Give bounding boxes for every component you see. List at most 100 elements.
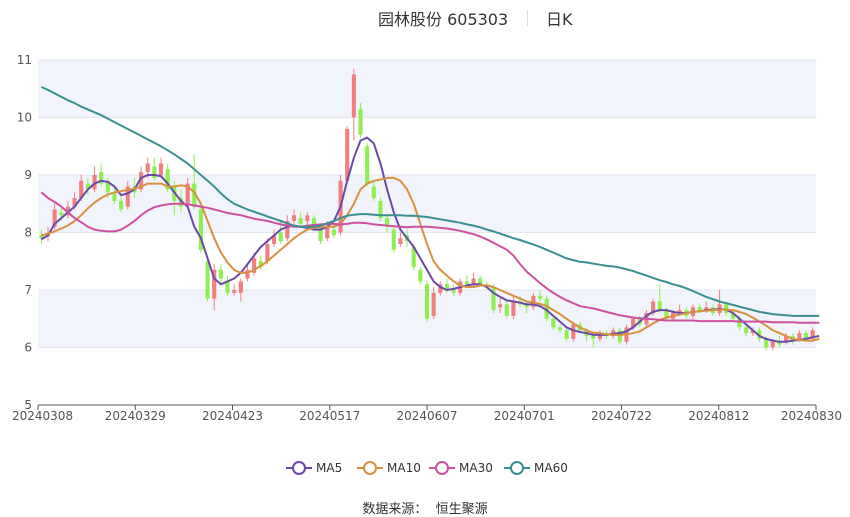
x-tick-label: 20240517 — [299, 409, 360, 423]
candle — [651, 301, 656, 313]
candle — [511, 301, 516, 316]
candle — [524, 304, 529, 308]
y-axis-ticks: 5 6 7 8 9 10 11 — [17, 53, 32, 412]
x-tick-label: 20240423 — [202, 409, 263, 423]
candle — [158, 163, 164, 175]
legend-item-ma60[interactable]: MA60 — [504, 459, 568, 477]
candle — [551, 318, 556, 328]
candle — [664, 310, 669, 319]
candle — [591, 336, 596, 339]
ma-line-ma60 — [40, 86, 820, 317]
candle — [252, 258, 257, 273]
candle — [803, 333, 809, 339]
x-tick-label: 20240308 — [12, 409, 73, 423]
candle — [451, 290, 456, 293]
candle — [424, 284, 430, 319]
candle — [238, 281, 243, 293]
candle — [192, 183, 197, 207]
legend-marker — [357, 461, 383, 475]
candle — [697, 307, 702, 311]
candle — [325, 226, 330, 239]
candle — [318, 226, 323, 242]
candle — [764, 338, 769, 348]
candle — [52, 209, 57, 227]
candle — [311, 218, 317, 227]
candle — [597, 333, 602, 339]
y-tick-label: 6 — [24, 341, 32, 355]
candle — [265, 244, 270, 262]
x-tick-label: 20240329 — [105, 409, 166, 423]
y-tick-label: 7 — [24, 283, 32, 297]
candle — [291, 215, 297, 221]
candlestick-chart: 5 6 7 8 9 10 11 20240308 20240329 20240423 202405… — [12, 53, 842, 423]
candle — [278, 232, 283, 242]
candle — [39, 235, 44, 239]
candle — [677, 310, 682, 313]
candle — [478, 278, 483, 285]
candle — [385, 218, 390, 227]
candle — [298, 218, 303, 224]
candle — [810, 330, 815, 339]
data-source-value: 恒生聚源 — [435, 502, 488, 517]
legend-item-ma30[interactable]: MA30 — [429, 459, 493, 477]
candle — [139, 172, 144, 190]
chart-title-row: 园林股份 605303 日K — [0, 6, 850, 29]
x-tick-label: 20240812 — [688, 409, 749, 423]
legend-item-ma5[interactable]: MA5 — [286, 459, 342, 477]
candle — [205, 261, 210, 299]
candle — [305, 215, 310, 221]
candle — [331, 229, 336, 236]
candle — [212, 269, 217, 299]
candle — [704, 307, 709, 311]
legend-marker — [504, 461, 530, 475]
y-tick-label: 9 — [24, 168, 32, 182]
candle — [617, 330, 622, 342]
candle — [92, 175, 97, 190]
candle — [225, 281, 230, 293]
candle — [198, 209, 203, 250]
y-tick-label: 8 — [24, 226, 32, 240]
candle — [557, 327, 563, 331]
candle — [498, 304, 503, 308]
candle — [112, 192, 117, 201]
legend-marker — [429, 461, 455, 475]
candle — [737, 318, 742, 328]
candle — [491, 287, 496, 311]
candle — [757, 330, 762, 339]
candle — [418, 269, 423, 282]
candle — [444, 284, 450, 290]
candle — [351, 74, 356, 118]
candle — [657, 301, 662, 311]
candle — [537, 295, 543, 299]
candle — [784, 336, 789, 342]
candle — [125, 186, 130, 207]
data-source: 数据来源： 恒生聚源 — [0, 498, 850, 517]
candle — [59, 212, 64, 216]
candle — [218, 269, 223, 279]
candle — [185, 183, 190, 204]
candle — [744, 327, 749, 334]
legend-label: MA60 — [534, 461, 568, 475]
legend-item-ma10[interactable]: MA10 — [357, 459, 421, 477]
candle — [165, 169, 170, 190]
legend: MA5 MA10 MA30 MA60 — [0, 459, 850, 477]
moving-average-lines — [40, 86, 820, 343]
candle — [119, 200, 124, 210]
chart-period: 日K — [546, 10, 573, 29]
candle — [631, 318, 636, 328]
candle — [438, 284, 443, 293]
candle — [464, 281, 469, 285]
candle — [99, 172, 104, 184]
candle — [564, 330, 569, 339]
candle — [85, 183, 90, 190]
candle — [770, 341, 775, 348]
x-tick-label: 20240607 — [396, 409, 457, 423]
candle — [571, 324, 576, 339]
candle — [431, 292, 436, 316]
candle — [345, 129, 350, 181]
y-tick-label: 10 — [17, 111, 32, 125]
candle — [72, 198, 77, 207]
candle — [79, 180, 84, 198]
candle — [777, 341, 782, 345]
candle — [358, 108, 363, 135]
